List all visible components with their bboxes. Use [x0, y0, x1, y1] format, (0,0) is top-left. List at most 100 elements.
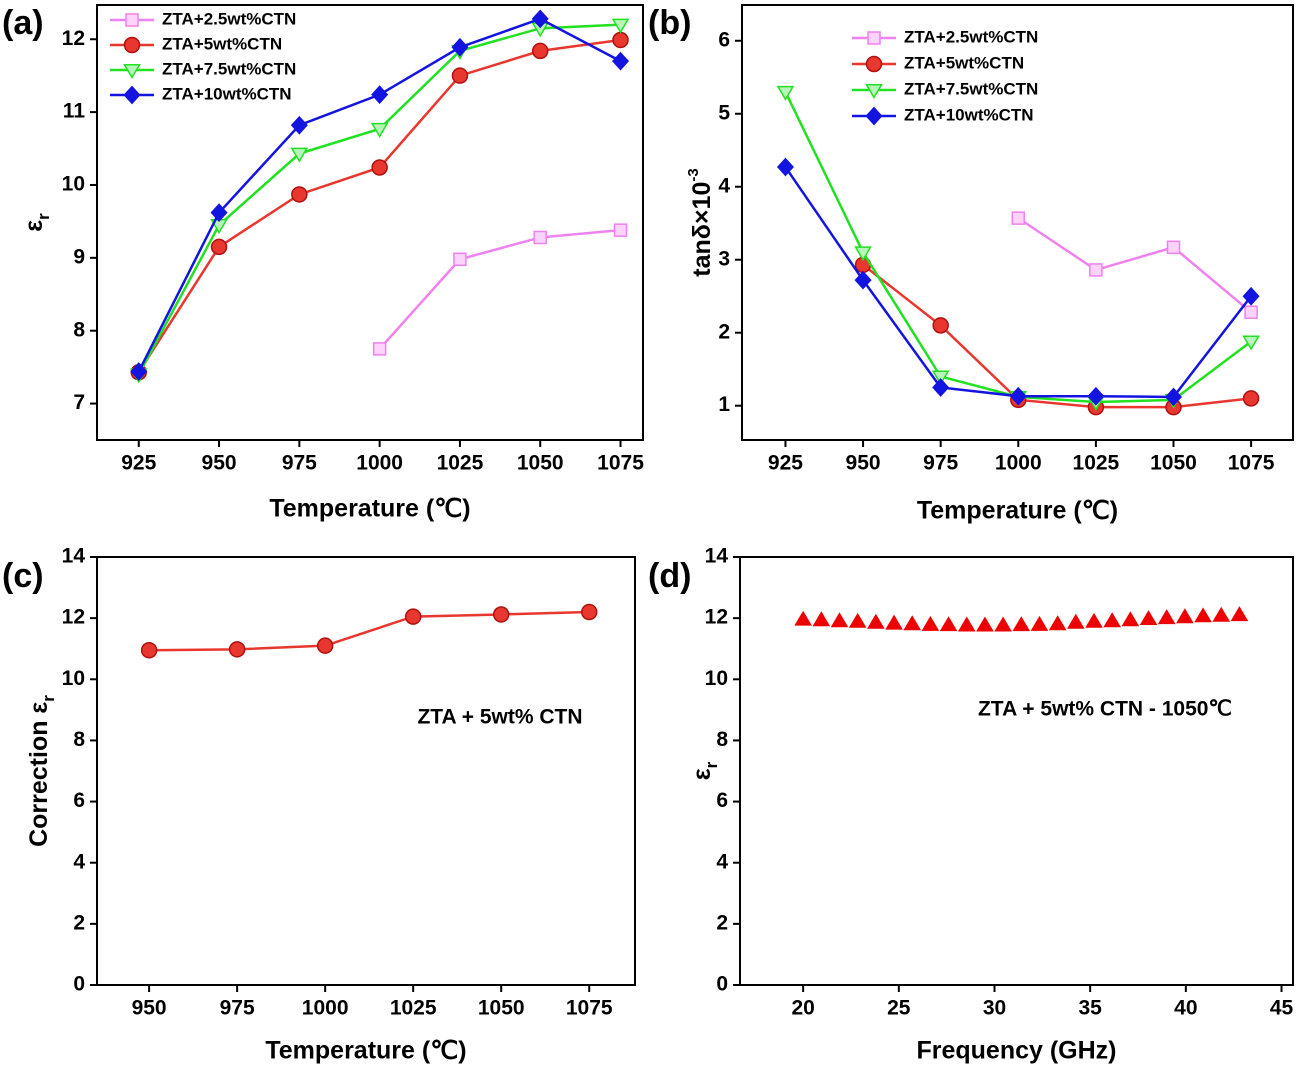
marker: [371, 159, 388, 176]
marker: [903, 615, 922, 631]
y-axis-label-sub: r: [702, 761, 721, 768]
y-tick-label: 12: [62, 27, 85, 50]
marker: [1030, 615, 1049, 631]
marker: [1103, 612, 1121, 628]
plot-frame: [96, 4, 644, 441]
legend-marker: [865, 84, 883, 99]
y-axis-label-main: tanδ×10: [688, 182, 716, 277]
y-tick-label: 6: [716, 789, 728, 812]
annotation: ZTA + 5wt% CTN: [417, 706, 582, 729]
x-tick-label: 1050: [517, 452, 564, 475]
x-tick-label: 1000: [995, 452, 1042, 475]
legend-marker: [123, 36, 141, 54]
x-tick-label: 950: [846, 452, 881, 475]
legend-label: ZTA+2.5wt%CTN: [162, 9, 296, 28]
marker: [794, 610, 812, 626]
x-tick-label: 950: [132, 997, 167, 1020]
marker: [1230, 606, 1249, 622]
legend-marker: [125, 13, 139, 27]
y-tick-label: 4: [718, 174, 730, 197]
x-axis-label: Temperature (℃): [269, 495, 470, 523]
y-tick-label: 14: [705, 545, 729, 568]
marker: [854, 246, 872, 262]
marker: [854, 270, 872, 290]
marker: [613, 223, 628, 237]
marker: [1164, 387, 1183, 407]
marker: [776, 157, 794, 177]
y-tick-label: 3: [718, 247, 730, 270]
marker: [1067, 613, 1085, 629]
marker: [1244, 305, 1258, 320]
panel-label: (b): [648, 4, 691, 42]
series-line: [862, 263, 1252, 409]
marker: [612, 51, 630, 71]
panel-label: (a): [2, 4, 44, 42]
x-tick-label: 45: [1270, 997, 1294, 1020]
legend-marker: [867, 31, 881, 45]
marker: [316, 637, 334, 654]
marker: [1242, 335, 1260, 351]
marker: [140, 641, 158, 659]
x-tick-label: 30: [983, 997, 1006, 1020]
annotation: ZTA + 5wt% CTN - 1050℃: [978, 698, 1232, 721]
legend-label: ZTA+5wt%CTN: [162, 34, 282, 53]
marker: [1157, 609, 1176, 625]
y-tick-label: 6: [73, 789, 85, 812]
marker: [830, 612, 849, 628]
legend-label: ZTA+7.5wt%CTN: [162, 59, 296, 78]
marker: [371, 85, 389, 104]
marker: [1048, 615, 1067, 631]
y-tick-label: 8: [73, 728, 85, 751]
marker: [1089, 263, 1103, 277]
x-tick-label: 975: [923, 452, 958, 475]
x-tick-label: 1075: [597, 452, 644, 475]
y-axis-label-main: ε: [688, 768, 716, 780]
y-tick-label: 4: [716, 850, 728, 873]
marker: [848, 612, 867, 628]
x-tick-label: 1000: [356, 452, 403, 475]
marker: [210, 238, 228, 256]
y-tick-label: 1: [718, 393, 730, 416]
x-axis-label: Temperature (℃): [265, 1037, 466, 1065]
marker: [812, 611, 831, 627]
y-tick-label: 10: [62, 667, 85, 690]
marker: [580, 603, 598, 621]
x-axis-label: Temperature (℃): [917, 497, 1118, 525]
x-tick-label: 35: [1078, 997, 1102, 1020]
y-tick-label: 11: [63, 100, 86, 123]
x-tick-label: 975: [220, 997, 255, 1020]
y-tick-label: 4: [73, 850, 85, 873]
x-tick-label: 1025: [390, 997, 437, 1020]
marker: [1242, 390, 1260, 407]
x-tick-label: 20: [791, 997, 814, 1020]
marker: [939, 616, 958, 632]
marker: [290, 147, 309, 163]
series-line: [378, 228, 621, 350]
y-tick-label: 0: [73, 973, 85, 996]
y-axis-label: εr: [688, 761, 721, 780]
y-tick-label: 8: [716, 728, 728, 751]
y-tick-label: 12: [705, 606, 728, 629]
marker: [1087, 386, 1105, 406]
y-tick-label: 14: [62, 545, 86, 568]
legend-marker: [123, 64, 141, 79]
legend-marker: [865, 55, 883, 73]
marker: [1212, 606, 1231, 622]
y-tick-label: 2: [718, 320, 730, 343]
series-line: [1017, 217, 1252, 314]
marker: [1176, 608, 1194, 624]
marker: [932, 317, 949, 334]
marker: [228, 641, 246, 658]
legend-marker: [865, 106, 883, 126]
y-axis-label: Correction εr: [25, 695, 58, 847]
marker: [1085, 612, 1103, 628]
marker: [1139, 610, 1158, 626]
marker: [1194, 607, 1212, 623]
y-tick-label: 12: [62, 606, 85, 629]
y-tick-label: 10: [705, 667, 728, 690]
x-tick-label: 1050: [478, 997, 525, 1020]
y-axis-label: εr: [20, 213, 53, 232]
y-axis-label-sub: r: [39, 695, 58, 702]
marker: [492, 606, 510, 623]
marker: [932, 378, 950, 397]
